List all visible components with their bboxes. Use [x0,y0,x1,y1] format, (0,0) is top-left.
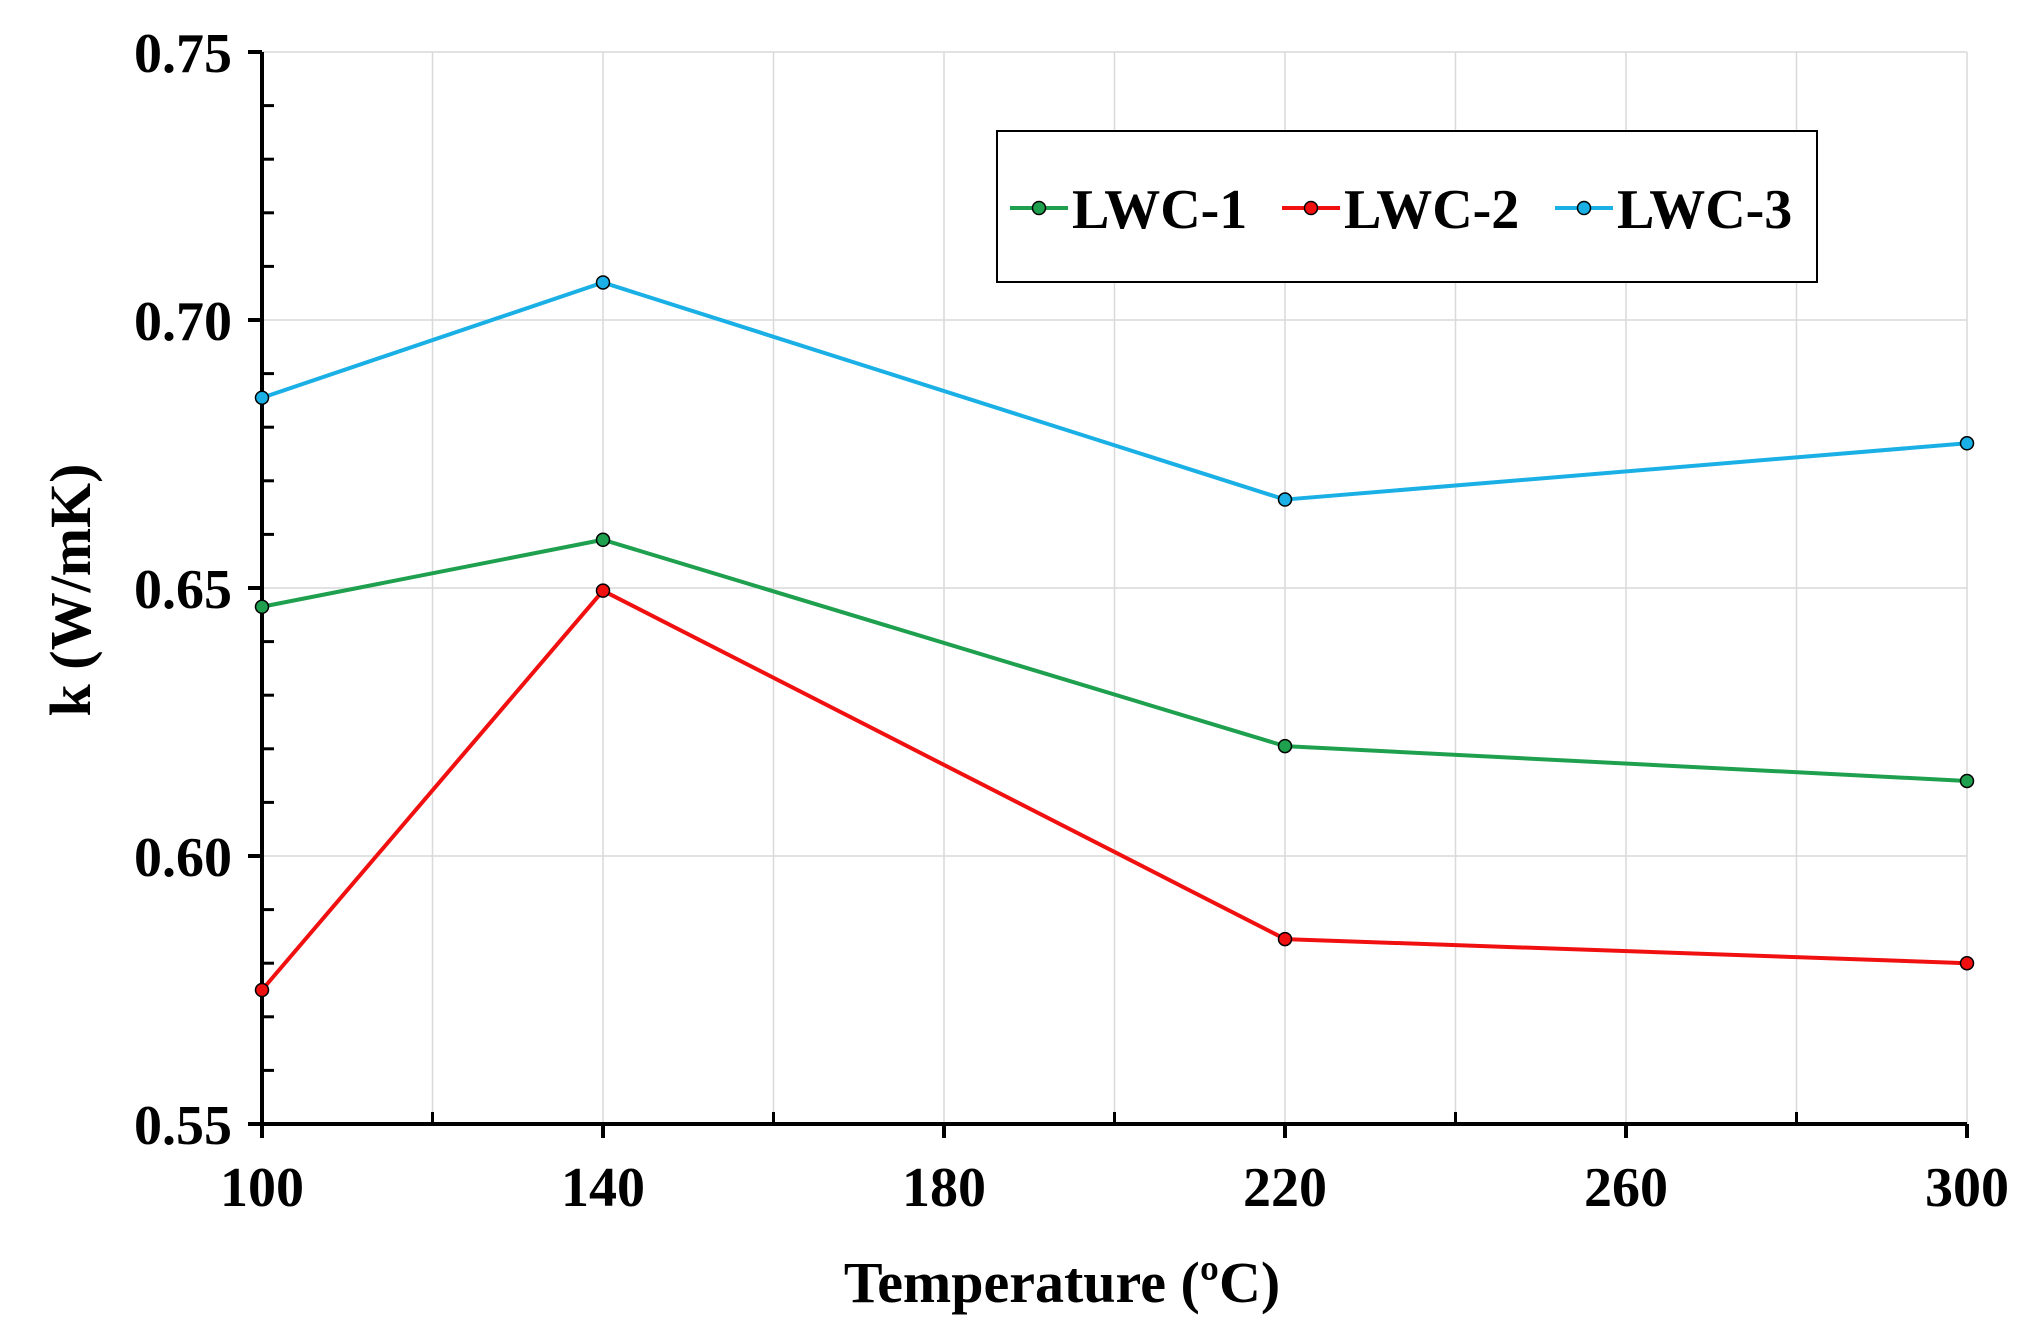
legend-label: LWC-3 [1617,179,1792,241]
x-tick-label: 140 [561,1157,645,1219]
x-tick-label: 220 [1243,1157,1327,1219]
x-tick-label: 180 [902,1157,986,1219]
x-tick-label: 260 [1584,1157,1668,1219]
x-tick-label: 100 [220,1157,304,1219]
tick-labels: 0.55 0.60 0.65 0.70 0.75 100 140 180 220 260 300 [134,23,2009,1219]
y-tick-label: 0.55 [134,1095,232,1157]
legend-label: LWC-1 [1072,179,1247,241]
data-point [254,982,270,998]
data-point [595,275,611,290]
x-axis-title: Temperature (ºC) [844,1250,1280,1315]
legend-box [996,130,1818,283]
series-line [261,280,1968,502]
data-point [1959,773,1975,789]
data-point [1959,955,1975,971]
y-tick-label: 0.75 [134,23,232,85]
legend-label: LWC-2 [1344,179,1519,241]
data-point [595,583,611,598]
series-line [261,537,1968,783]
axes [248,50,1969,1138]
y-tick-label: 0.60 [134,827,232,889]
data-point [1277,931,1293,947]
legend-swatch-marker [1576,200,1592,216]
x-tick-label: 300 [1925,1157,2009,1219]
series-lwc-1 [254,532,1975,789]
data-point [254,599,270,615]
legend-swatch-marker [1303,200,1319,216]
series-line [260,588,1968,992]
legend: LWC-1 LWC-2 LWC-3 [996,130,1818,283]
data-point [1959,436,1975,451]
series-lwc-3 [254,275,1975,507]
data-point [1277,738,1293,754]
series-lwc-2 [254,583,1975,998]
data-point [595,532,611,548]
data-point [1277,492,1293,507]
y-axis-title: k (W/mK) [38,464,103,717]
legend-swatch-marker [1031,200,1047,216]
series-lines [254,275,1975,998]
y-tick-label: 0.70 [134,291,232,353]
y-tick-label: 0.65 [134,559,232,621]
data-point [254,390,270,405]
